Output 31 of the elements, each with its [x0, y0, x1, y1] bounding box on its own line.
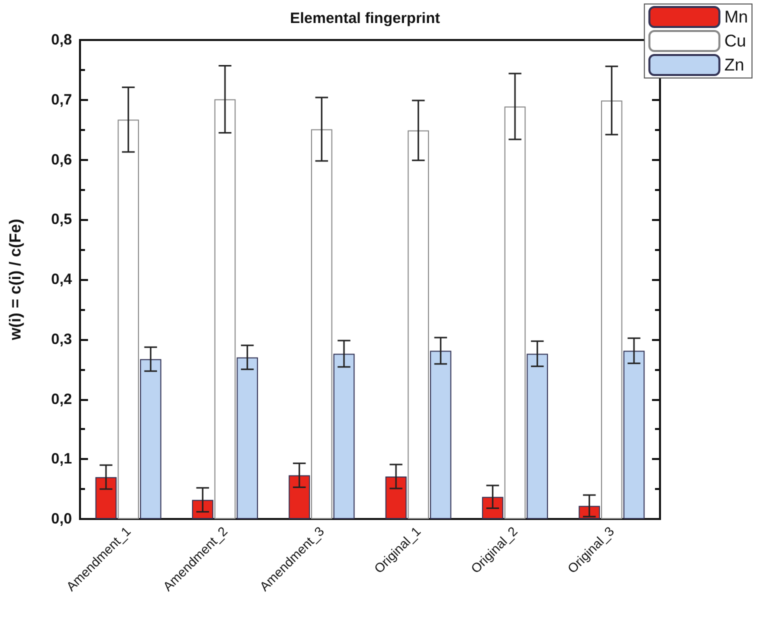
legend-label: Mn [724, 8, 748, 26]
bar [95, 477, 117, 519]
y-tick-label: 0,2 [51, 390, 72, 408]
y-tick-label: 0,0 [51, 510, 72, 528]
bar [311, 129, 332, 519]
legend-label: Cu [724, 32, 746, 50]
bar [140, 359, 162, 519]
bar [408, 130, 429, 519]
bar [288, 475, 310, 519]
y-tick-label: 0,4 [51, 271, 73, 288]
bar [214, 99, 236, 519]
y-tick-label: 0,3 [51, 330, 72, 348]
bar [430, 350, 452, 519]
y-axis-title: w(i) = c(i) / c(Fe) [8, 218, 24, 342]
bar [236, 357, 258, 519]
legend-label: Zn [724, 56, 744, 74]
bar [385, 476, 407, 519]
bar [601, 100, 622, 519]
y-tick-label: 0,6 [51, 151, 72, 168]
bar [482, 496, 504, 519]
bar [118, 120, 139, 519]
bar [192, 500, 214, 519]
chart-title: Elemental fingerprint [290, 10, 440, 27]
y-tick-label: 0,5 [51, 211, 72, 228]
y-tick-label: 0,8 [51, 32, 72, 48]
bar [526, 354, 548, 519]
y-tick-label: 0,1 [51, 450, 72, 468]
bar [504, 106, 526, 519]
bar [333, 354, 355, 519]
bar [623, 350, 645, 519]
y-tick-label: 0,7 [51, 91, 72, 108]
